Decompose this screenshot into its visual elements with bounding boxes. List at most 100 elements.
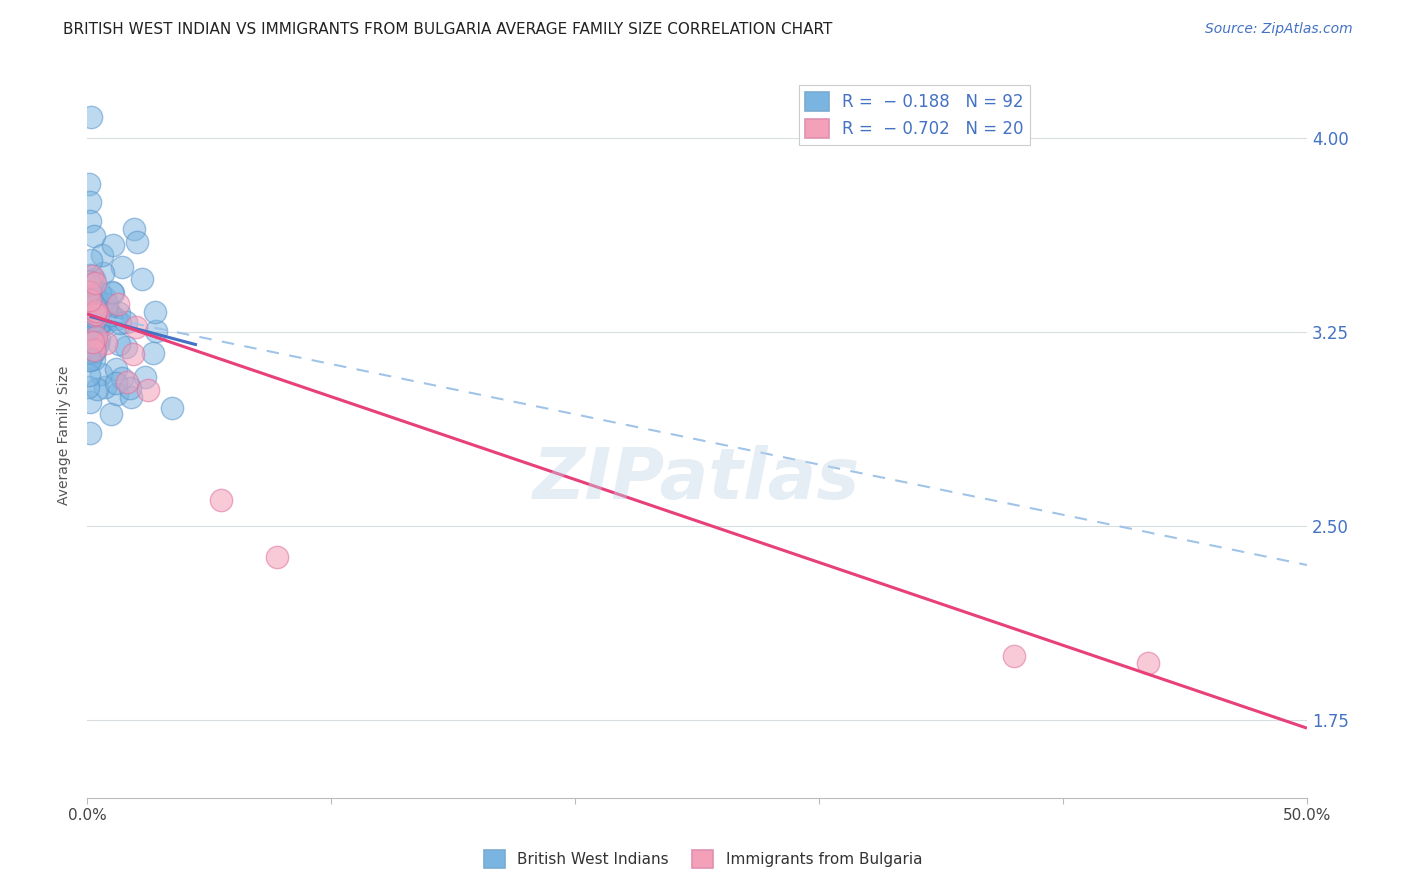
Point — [122, 347, 145, 361]
Point — [84, 330, 107, 344]
Point — [105, 387, 128, 401]
Point — [100, 308, 122, 322]
Point — [84, 327, 107, 342]
Point — [86, 382, 108, 396]
Point — [77, 305, 100, 319]
Point — [79, 394, 101, 409]
Point — [143, 305, 166, 319]
Point — [209, 493, 232, 508]
Point — [83, 276, 105, 290]
Point — [80, 334, 103, 348]
Point — [80, 253, 103, 268]
Point — [77, 368, 100, 382]
Point — [108, 306, 131, 320]
Point — [77, 285, 100, 299]
Point — [77, 325, 100, 339]
Point — [83, 272, 105, 286]
Point — [1002, 648, 1025, 663]
Point — [94, 313, 117, 327]
Point — [107, 337, 129, 351]
Point — [80, 333, 103, 347]
Point — [84, 308, 107, 322]
Point — [100, 285, 122, 300]
Point — [83, 299, 105, 313]
Point — [80, 298, 103, 312]
Point — [90, 303, 112, 318]
Point — [77, 274, 100, 288]
Point — [79, 268, 101, 282]
Point — [83, 343, 105, 357]
Point — [104, 376, 127, 391]
Point — [77, 178, 100, 192]
Point — [82, 334, 104, 349]
Point — [142, 345, 165, 359]
Text: Source: ZipAtlas.com: Source: ZipAtlas.com — [1205, 22, 1353, 37]
Point — [134, 370, 156, 384]
Point — [87, 332, 110, 346]
Point — [118, 381, 141, 395]
Point — [91, 247, 114, 261]
Point — [94, 379, 117, 393]
Point — [110, 371, 132, 385]
Point — [107, 297, 129, 311]
Point — [83, 314, 105, 328]
Point — [1137, 657, 1160, 671]
Point — [90, 301, 112, 315]
Point — [80, 277, 103, 292]
Point — [94, 336, 117, 351]
Point — [77, 353, 100, 368]
Point — [87, 318, 110, 332]
Point — [131, 272, 153, 286]
Point — [122, 221, 145, 235]
Point — [87, 337, 110, 351]
Point — [97, 305, 120, 319]
Point — [105, 362, 128, 376]
Point — [84, 292, 107, 306]
Point — [125, 235, 148, 249]
Legend: R =  − 0.188   N = 92, R =  − 0.702   N = 20: R = − 0.188 N = 92, R = − 0.702 N = 20 — [799, 85, 1031, 145]
Y-axis label: Average Family Size: Average Family Size — [58, 366, 72, 505]
Point — [89, 285, 111, 300]
Text: BRITISH WEST INDIAN VS IMMIGRANTS FROM BULGARIA AVERAGE FAMILY SIZE CORRELATION : BRITISH WEST INDIAN VS IMMIGRANTS FROM B… — [63, 22, 832, 37]
Point — [96, 297, 118, 311]
Point — [77, 307, 100, 321]
Point — [79, 425, 101, 440]
Point — [105, 312, 128, 326]
Point — [83, 343, 105, 358]
Point — [111, 260, 134, 274]
Point — [84, 304, 107, 318]
Point — [82, 320, 104, 334]
Point — [83, 334, 105, 349]
Point — [90, 367, 112, 381]
Point — [79, 195, 101, 210]
Point — [79, 344, 101, 359]
Point — [84, 290, 107, 304]
Point — [79, 353, 101, 368]
Point — [125, 319, 148, 334]
Point — [91, 266, 114, 280]
Point — [83, 289, 105, 303]
Point — [77, 306, 100, 320]
Point — [96, 302, 118, 317]
Point — [87, 309, 110, 323]
Point — [117, 376, 139, 390]
Point — [80, 110, 103, 124]
Point — [80, 346, 103, 360]
Point — [83, 343, 105, 358]
Point — [100, 407, 122, 421]
Point — [108, 316, 131, 330]
Point — [93, 317, 115, 331]
Point — [79, 293, 101, 308]
Legend: British West Indians, Immigrants from Bulgaria: British West Indians, Immigrants from Bu… — [478, 844, 928, 873]
Point — [79, 297, 101, 311]
Point — [160, 401, 183, 416]
Point — [101, 238, 124, 252]
Point — [120, 391, 142, 405]
Point — [77, 380, 100, 394]
Point — [94, 313, 117, 327]
Point — [266, 550, 288, 565]
Point — [82, 309, 104, 323]
Point — [98, 308, 121, 322]
Point — [115, 315, 138, 329]
Point — [77, 319, 100, 334]
